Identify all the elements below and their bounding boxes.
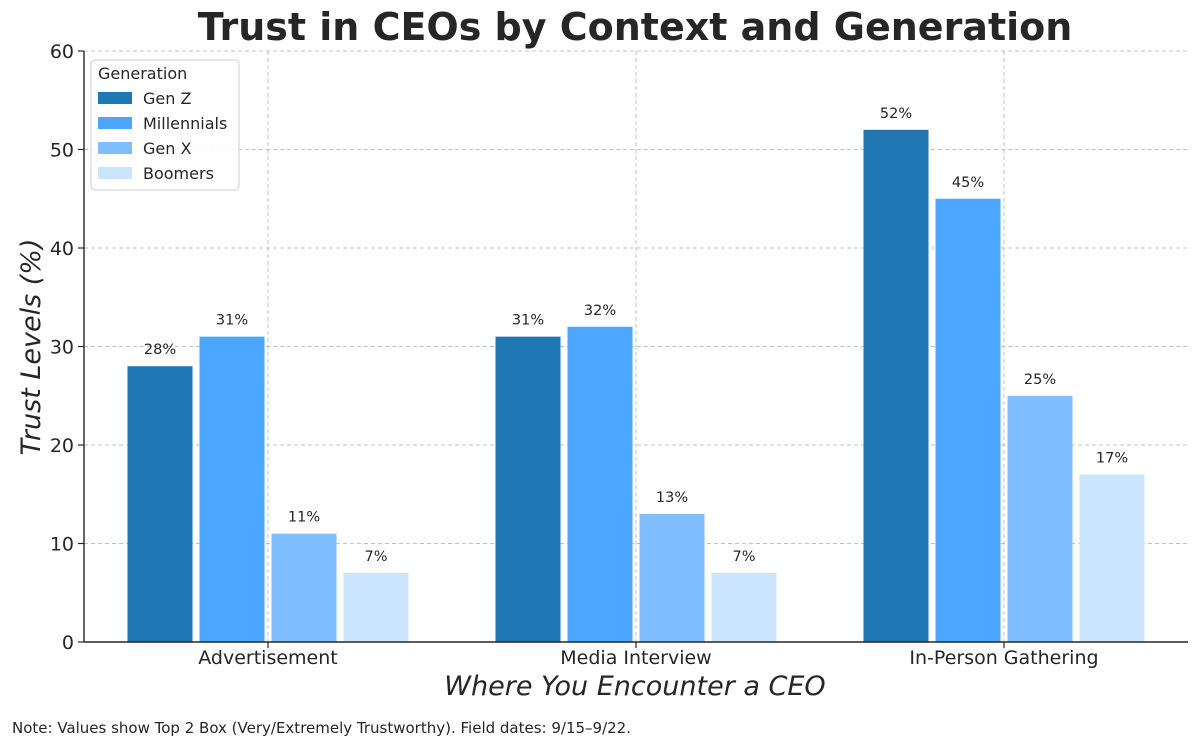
y-tick-label: 30 [50, 337, 74, 359]
bar-value-label: 13% [656, 490, 688, 506]
bar-value-label: 32% [584, 303, 616, 319]
legend-swatch [98, 92, 132, 104]
legend-entry: Millennials [143, 114, 227, 133]
y-tick-label: 50 [50, 140, 74, 162]
x-tick-label: In-Person Gathering [909, 647, 1098, 669]
bars: 28% 31% 52% 31% 32% 45% 11% 13% 25% 7% 7% 17% [127, 106, 1145, 643]
bar-value-label: 17% [1096, 451, 1128, 467]
bar-value-label: 52% [880, 106, 912, 122]
bar-value-label: 45% [952, 175, 984, 191]
bar-boomers [1079, 474, 1145, 642]
bar-millennials [567, 326, 633, 642]
bar-boomers [343, 573, 409, 642]
grid-lines [84, 50, 1188, 642]
bar-value-label: 31% [512, 313, 544, 329]
chart-title: Trust in CEOs by Context and Generation [198, 5, 1073, 49]
bar-gen-x [639, 513, 705, 642]
footnote: Note: Values show Top 2 Box (Very/Extrem… [12, 719, 631, 737]
x-axis-label: Where You Encounter a CEO [444, 671, 825, 702]
bar-gen-x [271, 533, 337, 642]
bar-boomers [711, 573, 777, 642]
y-tick-label: 40 [50, 238, 74, 260]
y-tick-label: 0 [62, 632, 74, 654]
x-tick-label: Advertisement [198, 647, 337, 669]
y-tick-label: 20 [50, 435, 74, 457]
bar-value-label: 28% [144, 342, 176, 358]
legend: Generation Gen Z Millennials Gen X Boomers [90, 59, 240, 191]
x-tick-label: Media Interview [560, 647, 711, 669]
y-tick-label: 10 [50, 534, 74, 556]
bar-gen-z [127, 366, 193, 642]
legend-entry: Boomers [143, 164, 214, 183]
bar-gen-z [495, 336, 561, 642]
y-axis-label: Trust Levels (%) [16, 239, 47, 456]
bar-gen-z [863, 129, 929, 643]
legend-title: Generation [98, 64, 187, 83]
bar-value-label: 25% [1024, 372, 1056, 388]
bar-value-label: 7% [364, 549, 387, 565]
bar-millennials [199, 336, 265, 642]
legend-entry: Gen Z [143, 89, 191, 108]
legend-swatch [98, 117, 132, 129]
y-tick-label: 60 [50, 41, 74, 63]
bar-value-label: 31% [216, 313, 248, 329]
bar-gen-x [1007, 395, 1073, 642]
legend-entry: Gen X [143, 139, 191, 158]
bar-millennials [935, 198, 1001, 642]
legend-swatch [98, 142, 132, 154]
bar-value-label: 7% [732, 549, 755, 565]
legend-swatch [98, 167, 132, 179]
axes: 0 10 20 30 40 50 60 Advertisement Media Intervie… [50, 41, 1188, 669]
bar-value-label: 11% [288, 510, 320, 526]
